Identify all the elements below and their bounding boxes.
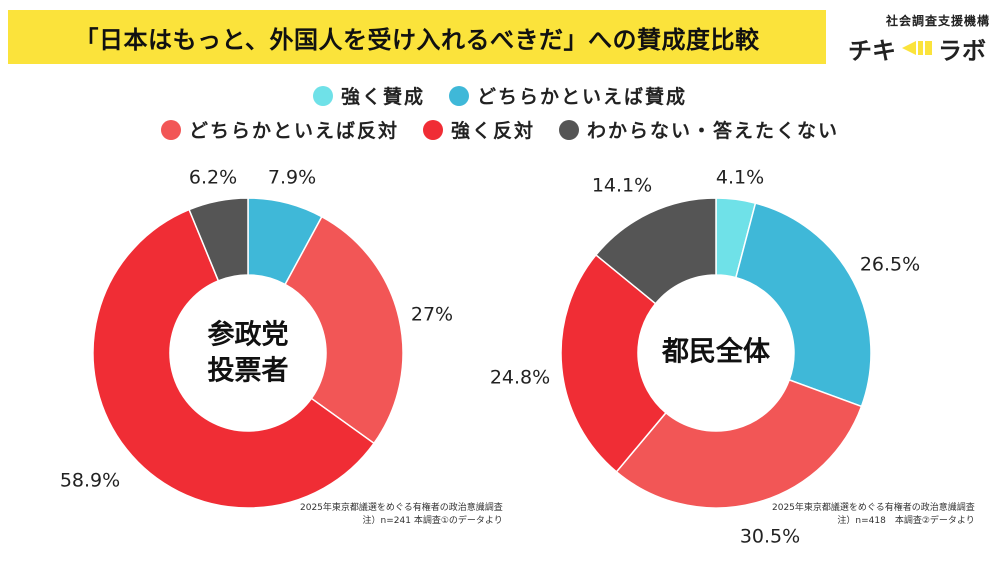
center-label: 参政党 (208, 319, 289, 351)
donut-slice (734, 202, 872, 408)
org-name: 社会調査支援機構 (885, 14, 990, 28)
legend-label: 強く反対 (450, 120, 535, 142)
donut-slice (594, 197, 717, 305)
note-line: 注）n=418 本調査②データより (837, 516, 975, 526)
note-line: 2025年東京都議選をめぐる有権者の政治意識調査 (772, 503, 975, 513)
legend-label: わからない・答えたくない (587, 120, 840, 142)
legend-item: どちらかといえば賛成 (449, 82, 687, 109)
logo: チキ ラボ (848, 30, 986, 66)
data-label: 4.1% (716, 167, 764, 189)
note-line: 注）n=241 本調査①のデータより (362, 516, 503, 526)
logo-mark-icon (902, 41, 932, 55)
legend-label: どちらかといえば賛成 (477, 86, 688, 108)
survey-note-2: 2025年東京都議選をめぐる有権者の政治意識調査 注）n=418 本調査②データ… (772, 502, 975, 528)
data-label: 27% (411, 304, 453, 326)
legend-row-1: 強く賛成 どちらかといえば賛成 (0, 82, 1000, 109)
legend-item: わからない・答えたくない (559, 116, 839, 143)
legend-swatch (422, 119, 443, 140)
legend-swatch (449, 85, 469, 106)
legend-label: どちらかといえば反対 (188, 120, 399, 142)
donut-slice (615, 378, 863, 509)
legend-row-2: どちらかといえば反対 強く反対 わからない・答えたくない (0, 116, 1000, 143)
donut-slice (560, 253, 667, 473)
donut-slice (92, 208, 376, 509)
org-branding: 社会調査支援機構 チキ ラボ (838, 8, 994, 68)
donut-slice (284, 215, 404, 445)
data-label: 24.8% (490, 367, 550, 389)
logo-text-left: チキ (848, 36, 896, 65)
center-label: 都民全体 (661, 336, 771, 368)
data-label: 7.9% (268, 167, 316, 189)
survey-note-1: 2025年東京都議選をめぐる有権者の政治意識調査 注）n=241 本調査①のデー… (300, 502, 503, 528)
legend-swatch (312, 85, 333, 106)
logo-text-right: ラボ (938, 36, 986, 65)
legend-item: どちらかといえば反対 (160, 116, 399, 143)
page-title: 「日本はもっと、外国人を受け入れるべきだ」への賛成度比較 (74, 25, 760, 54)
note-line: 2025年東京都議選をめぐる有権者の政治意識調査 (300, 503, 503, 513)
legend-swatch (160, 119, 181, 140)
data-label: 26.5% (860, 254, 920, 276)
data-label: 6.2% (189, 167, 237, 189)
title-banner: 「日本はもっと、外国人を受け入れるべきだ」への賛成度比較 (8, 10, 826, 64)
data-label: 58.9% (60, 470, 120, 492)
legend-label: 強く賛成 (340, 86, 425, 108)
donut-slice (188, 197, 249, 282)
legend-item: 強く反対 (422, 116, 535, 143)
legend-swatch (559, 119, 579, 140)
data-label: 30.5% (740, 526, 800, 548)
data-label: 14.1% (592, 175, 652, 197)
legend-item: 強く賛成 (312, 82, 425, 109)
center-label: 投票者 (208, 356, 289, 387)
